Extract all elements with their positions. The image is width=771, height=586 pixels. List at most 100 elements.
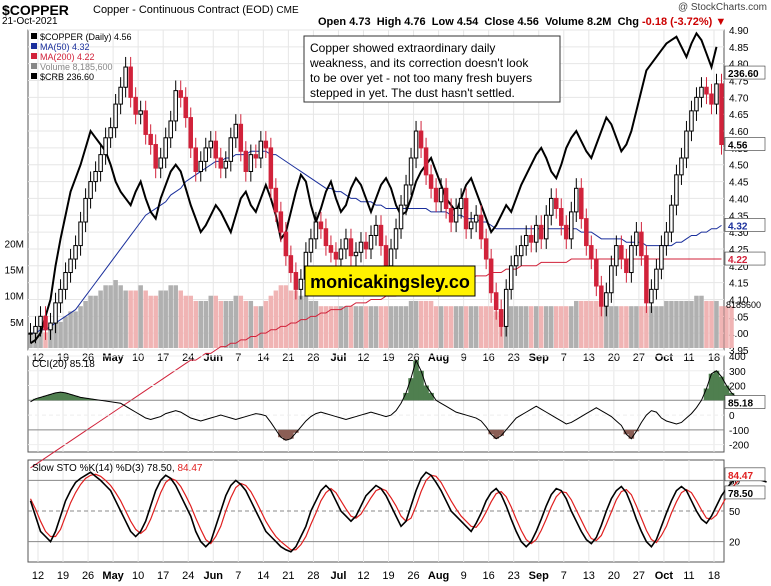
candle-body <box>208 140 214 149</box>
close-value-tag: 4.56 <box>728 141 748 152</box>
x-tick-label-bottom: Oct <box>655 570 674 582</box>
candle-body <box>513 255 519 267</box>
candle-body <box>363 241 369 250</box>
candle-body <box>554 197 559 210</box>
x-tick-label: Jul <box>330 352 346 364</box>
y-tick-label: 4.50 <box>729 161 749 172</box>
volume-bar <box>669 300 674 348</box>
volume-tick-label: 10M <box>5 292 24 303</box>
volume-bar <box>383 306 389 348</box>
candle-body <box>258 140 264 159</box>
x-tick-label-bottom: 23 <box>508 570 520 582</box>
x-tick-label-bottom: 13 <box>583 570 595 582</box>
candle-body <box>53 302 58 324</box>
volume-bar <box>343 306 349 348</box>
volume-bar <box>423 300 429 348</box>
x-tick-label: 26 <box>82 352 94 364</box>
down-arrow-icon: ▼ <box>715 16 727 28</box>
volume-bar <box>438 306 444 348</box>
cci-tick-label: -100 <box>729 426 749 437</box>
volume-bar <box>373 306 379 348</box>
volume-bar <box>303 295 309 348</box>
volume-bar <box>88 295 93 348</box>
volume-bar <box>659 306 664 348</box>
candle-body <box>408 157 414 186</box>
volume-bar <box>508 306 514 348</box>
candle-body <box>674 174 679 206</box>
volume-bar <box>654 306 659 348</box>
candle-body <box>669 204 674 233</box>
volume-label: Volume <box>544 16 584 28</box>
watermark-box <box>304 265 476 297</box>
candle-body <box>68 258 73 274</box>
y-tick-label: 4.45 <box>729 178 749 189</box>
volume-bar <box>649 306 654 348</box>
candle-body <box>63 272 68 290</box>
volume-bar <box>68 311 73 348</box>
volume-bar <box>714 300 719 348</box>
volume-bar <box>488 306 494 348</box>
volume-bar <box>478 306 484 348</box>
close-label: Close <box>484 16 515 28</box>
candle-body <box>108 127 113 139</box>
candle-body <box>493 292 499 311</box>
candle-body <box>78 221 83 247</box>
x-tick-label: 14 <box>257 352 269 364</box>
volume-bar <box>644 306 649 348</box>
volume-bar <box>624 306 629 348</box>
candle-body <box>699 86 704 98</box>
volume-bar <box>268 295 274 348</box>
candle-body <box>634 231 639 247</box>
volume-bar <box>719 306 724 348</box>
candle-body <box>243 150 249 172</box>
x-tick-label: 12 <box>357 352 369 364</box>
candle-body <box>293 272 299 290</box>
ma50-line <box>30 150 722 334</box>
volume-bar <box>543 306 549 348</box>
x-tick-label: 19 <box>382 352 394 364</box>
candle-body <box>228 137 234 162</box>
x-tick-label-bottom: Jun <box>203 570 223 582</box>
volume-bar <box>43 332 48 348</box>
candle-body <box>158 157 163 169</box>
commentary-line: weakness, and its correction doesn't loo… <box>309 56 529 70</box>
volume-bar <box>674 300 679 348</box>
x-tick-label: 24 <box>182 352 194 364</box>
volume-value-tag: 8185600 <box>726 300 761 310</box>
x-tick-label: 17 <box>157 352 169 364</box>
volume-bar <box>148 295 153 348</box>
x-tick-label: Jun <box>203 352 223 364</box>
candle-body <box>358 241 364 253</box>
candle-body <box>559 208 564 226</box>
x-tick-label-bottom: May <box>102 570 124 582</box>
candle-body <box>103 137 108 156</box>
volume-bar <box>158 290 163 348</box>
candle-body <box>283 231 289 257</box>
candle-body <box>438 187 444 203</box>
candle-body <box>458 197 464 210</box>
volume-bar <box>278 285 284 348</box>
candle-body <box>624 258 629 274</box>
candle-body <box>589 245 594 260</box>
sto-tick-label: 50 <box>729 507 741 518</box>
y-tick-label: 4.35 <box>729 211 749 222</box>
cci-tick-label: 300 <box>729 367 746 378</box>
x-tick-label-bottom: Jul <box>330 570 346 582</box>
volume-bar <box>263 300 269 348</box>
volume-bar <box>634 306 639 348</box>
volume-bar <box>363 306 369 348</box>
candle-body <box>689 110 694 132</box>
x-tick-label-bottom: 27 <box>633 570 645 582</box>
candle-body <box>178 90 183 98</box>
volume-bar <box>704 300 709 348</box>
candle-body <box>463 197 469 230</box>
open-label: Open <box>318 16 347 28</box>
volume-bar <box>639 306 644 348</box>
volume-bar <box>253 306 259 348</box>
y-tick-label: 4.25 <box>729 245 749 256</box>
candle-body <box>418 130 424 149</box>
candle-body <box>333 251 339 260</box>
x-tick-label: 28 <box>307 352 319 364</box>
volume-bar <box>78 306 83 348</box>
cci-line <box>30 359 747 441</box>
